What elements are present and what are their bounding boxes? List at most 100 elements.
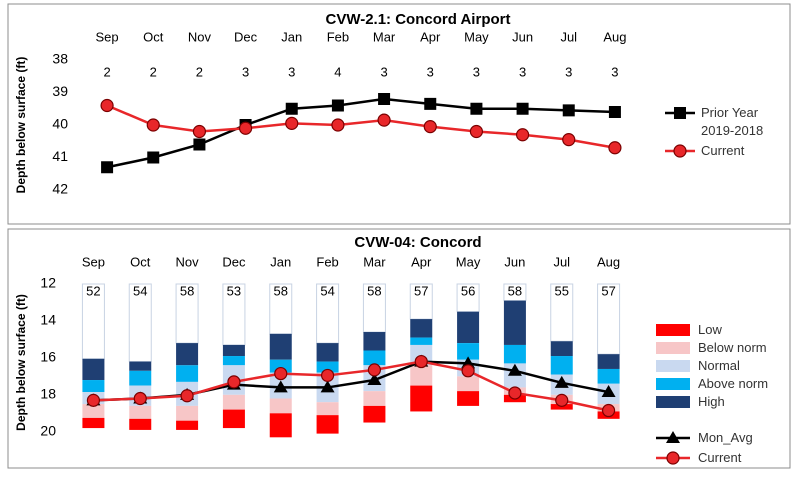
y-axis-label: Depth below surface (ft) (14, 57, 28, 194)
point (331, 99, 344, 112)
y-axis-label: Depth below surface (ft) (14, 294, 28, 431)
series-line (106, 104, 616, 149)
x-tick-label: Sep (82, 254, 105, 269)
bar-segment (269, 413, 292, 438)
point (285, 102, 298, 115)
x-tick-label: Jun (512, 29, 533, 44)
count-label: 3 (565, 64, 572, 79)
y-tick-label: 39 (52, 83, 68, 99)
point (320, 368, 335, 383)
bar-segment (597, 354, 620, 369)
legend-swatch (656, 396, 690, 408)
panel-frame (7, 3, 791, 225)
count-label: 57 (601, 283, 615, 298)
bar-segment (129, 418, 152, 430)
x-tick-label: Apr (420, 29, 441, 44)
bar-segment (316, 402, 339, 416)
series-line (106, 97, 615, 169)
bar-segment (129, 405, 152, 419)
point (273, 380, 288, 393)
point (100, 98, 114, 113)
count-label: 52 (86, 283, 100, 298)
count-label: 58 (367, 283, 381, 298)
bar-segment (129, 370, 152, 386)
legend-label: Above norm (698, 376, 769, 391)
point (554, 375, 569, 388)
point (414, 354, 428, 369)
bar-segment (410, 337, 433, 345)
legend-marker (666, 431, 680, 443)
point (238, 121, 253, 135)
x-tick-label: Aug (603, 29, 626, 44)
bar-segment (176, 405, 199, 421)
x-tick-label: May (464, 29, 489, 44)
y-tick-label: 40 (52, 116, 68, 132)
y-tick-label: 42 (52, 181, 68, 197)
series-line (93, 360, 609, 412)
count-label: 3 (427, 64, 434, 79)
bar-segment (316, 343, 339, 362)
bar-segment (176, 420, 199, 430)
y-tick-label: 38 (52, 51, 68, 67)
point (133, 391, 147, 406)
count-label: 58 (180, 283, 194, 298)
count-label: 58 (508, 283, 522, 298)
x-tick-label: Jun (504, 254, 525, 269)
x-tick-label: Jul (553, 254, 570, 269)
chart-title: CVW-04: Concord (354, 234, 481, 251)
bar-segment (503, 300, 526, 345)
point (562, 104, 575, 117)
legend-marker (674, 107, 686, 119)
legend-label: High (698, 394, 725, 409)
point (101, 161, 114, 174)
bar-segment (82, 404, 105, 418)
point (423, 120, 437, 134)
bar-segment (222, 409, 245, 429)
x-tick-label: Dec (222, 254, 246, 269)
bar-segment (503, 344, 526, 364)
point (331, 118, 345, 132)
point (378, 93, 391, 105)
count-label: 2 (103, 64, 110, 79)
point (562, 133, 576, 147)
y-tick-label: 12 (40, 275, 56, 291)
bar-segment (176, 365, 199, 382)
count-label: 3 (519, 64, 526, 79)
count-label: 57 (414, 283, 428, 298)
count-label: 3 (288, 64, 295, 79)
bar-segment (269, 333, 292, 360)
bar-segment (82, 358, 105, 381)
y-tick-label: 18 (40, 386, 56, 402)
point (515, 128, 530, 142)
bar-segment (457, 376, 480, 392)
count-label: 54 (133, 283, 147, 298)
bar-segment (410, 319, 433, 338)
bar-segment (222, 344, 245, 357)
legend-swatch (656, 378, 690, 390)
x-tick-label: Aug (597, 254, 620, 269)
point (508, 386, 522, 400)
bar-segment (222, 394, 245, 410)
bar-segment (269, 398, 292, 414)
point (470, 102, 483, 115)
legend-label: Normal (698, 358, 740, 373)
bar-segment (222, 356, 245, 366)
panel-frame (7, 228, 791, 469)
legend-label: Current (698, 450, 742, 465)
legend-label: Low (698, 322, 722, 337)
point (192, 124, 207, 139)
count-label: 55 (555, 283, 569, 298)
count-label: 58 (274, 283, 288, 298)
count-label: 2 (196, 64, 203, 79)
point (367, 363, 382, 377)
legend-marker (673, 144, 687, 158)
count-label: 4 (334, 64, 341, 79)
bar-segment (269, 359, 292, 373)
bar-segment (316, 415, 339, 434)
x-tick-label: Sep (96, 29, 119, 44)
y-tick-label: 20 (40, 422, 56, 438)
bar-segment (363, 405, 386, 423)
x-tick-label: Jan (270, 254, 291, 269)
